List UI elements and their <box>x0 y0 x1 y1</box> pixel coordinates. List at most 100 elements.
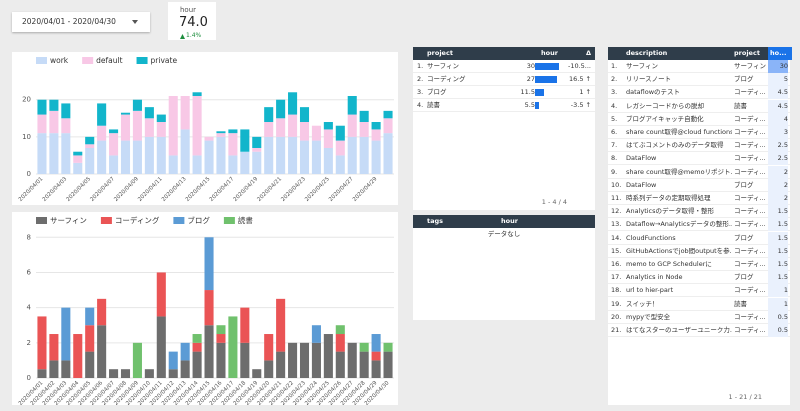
bar-segment <box>168 96 178 156</box>
description: memo to GCP Schedulerに <box>626 260 712 268</box>
bar-segment <box>73 151 83 156</box>
y-tick-label: 8 <box>27 233 31 241</box>
bar-segment <box>37 99 47 115</box>
y-tick-label: 4 <box>27 304 32 312</box>
row-index: 14. <box>611 233 622 242</box>
description: DataFlow <box>626 154 657 163</box>
y-tick-label: 0 <box>27 374 31 382</box>
bar-segment <box>252 148 262 152</box>
bar-segment <box>97 125 107 141</box>
bar-segment <box>216 325 226 335</box>
bar-segment <box>383 342 393 352</box>
bar-segment <box>192 155 202 174</box>
project: コーディ... <box>734 312 766 321</box>
bar-segment <box>276 351 286 378</box>
hour: 1.5 <box>768 244 788 258</box>
row-divider <box>608 243 790 245</box>
bar-segment <box>228 316 238 378</box>
column-header: project <box>427 49 453 57</box>
bar-segment <box>97 325 107 378</box>
hour: 5 <box>768 73 788 87</box>
row-divider <box>608 217 790 219</box>
row-index: 2. <box>611 75 618 84</box>
bar-segment <box>288 114 298 137</box>
column-header: hour <box>541 49 558 57</box>
bar-segment <box>371 122 381 130</box>
row-index: 4. <box>417 101 424 109</box>
bar-segment <box>120 114 131 141</box>
hour-value: 5.5 <box>524 101 535 109</box>
scorecard-value: 74.0 <box>179 15 208 30</box>
project: コーディ... <box>734 207 766 216</box>
row-index: 1. <box>611 62 618 70</box>
bar-segment <box>120 112 131 115</box>
hour-value: 30 <box>526 62 535 70</box>
description: はてぶコメントのみのデータ取得 <box>626 141 724 150</box>
description: share count取得@cloud functions <box>626 128 732 136</box>
hour-bar <box>535 63 559 70</box>
bar-segment <box>192 351 202 378</box>
column-header: tags <box>427 217 444 225</box>
bar-segment <box>383 351 393 378</box>
project: コーディ... <box>734 167 766 176</box>
project: コーディ... <box>734 114 766 123</box>
bar-segment <box>49 133 59 174</box>
table-header: project hour Δ <box>413 47 595 60</box>
bar-segment <box>359 122 369 137</box>
bar-segment <box>49 334 59 361</box>
row-index: 8. <box>611 154 618 163</box>
row-index: 3. <box>417 88 424 96</box>
bar-segment <box>144 369 154 378</box>
bar-segment <box>240 307 250 343</box>
hour-bar <box>535 89 545 96</box>
hour: 1 <box>768 284 788 298</box>
bar-segment <box>252 136 262 148</box>
bar-segment <box>109 369 119 378</box>
bar-segment <box>335 351 345 378</box>
row-divider <box>608 138 790 139</box>
row-divider <box>608 124 790 126</box>
bar-segment <box>144 118 154 137</box>
description: url to hier-part <box>626 286 674 295</box>
bar-segment <box>276 99 286 119</box>
row-index: 4. <box>611 101 618 110</box>
legend-label: private <box>151 56 178 65</box>
pagination: 1 - 4 / 4 <box>541 198 567 206</box>
hour: 3 <box>768 126 788 139</box>
description: リリースノート <box>626 75 672 84</box>
bar-segment <box>216 136 226 174</box>
y-tick-label: 0 <box>27 170 31 178</box>
hour: 2.5 <box>768 152 788 166</box>
project: コーディ... <box>734 286 766 295</box>
table-header: tags hour <box>413 215 595 228</box>
bar-segment <box>132 99 142 111</box>
legend-label: コーディング <box>115 215 160 225</box>
bar-segment <box>335 334 345 352</box>
x-tick-label: 2020/04/29 <box>352 176 379 203</box>
project: ブログ <box>734 273 754 282</box>
bar-segment <box>311 140 321 174</box>
chart-panel: 0 2 4 6 8 サーフィン コーディング ブログ 読書 2020/04/01 2020/04/0… <box>12 212 398 407</box>
bar-segment <box>323 122 333 130</box>
column-header: description <box>626 49 668 57</box>
scorecard: hour 74.0 1.4% <box>168 2 216 40</box>
project: サーフィン <box>734 62 766 70</box>
bar-segment <box>299 122 310 141</box>
hour: 4.5 <box>768 99 788 113</box>
row-index: 11. <box>611 194 622 202</box>
bar-segment <box>85 144 95 148</box>
hour: 1 <box>768 297 788 311</box>
bar-segment <box>168 155 178 174</box>
bar-segment <box>359 351 369 378</box>
date-range-picker[interactable]: 2020/04/01 - 2020/04/30 <box>12 12 150 32</box>
bar-segment <box>204 325 214 378</box>
bar-segment <box>276 136 286 174</box>
bar-segment <box>299 107 310 122</box>
hour-bar <box>535 76 557 83</box>
row-divider <box>608 72 790 73</box>
row-divider <box>413 85 595 86</box>
bar-segment <box>383 118 393 134</box>
description: share count取得@memoリポジト... <box>626 167 732 176</box>
column-header: hour <box>501 217 518 225</box>
